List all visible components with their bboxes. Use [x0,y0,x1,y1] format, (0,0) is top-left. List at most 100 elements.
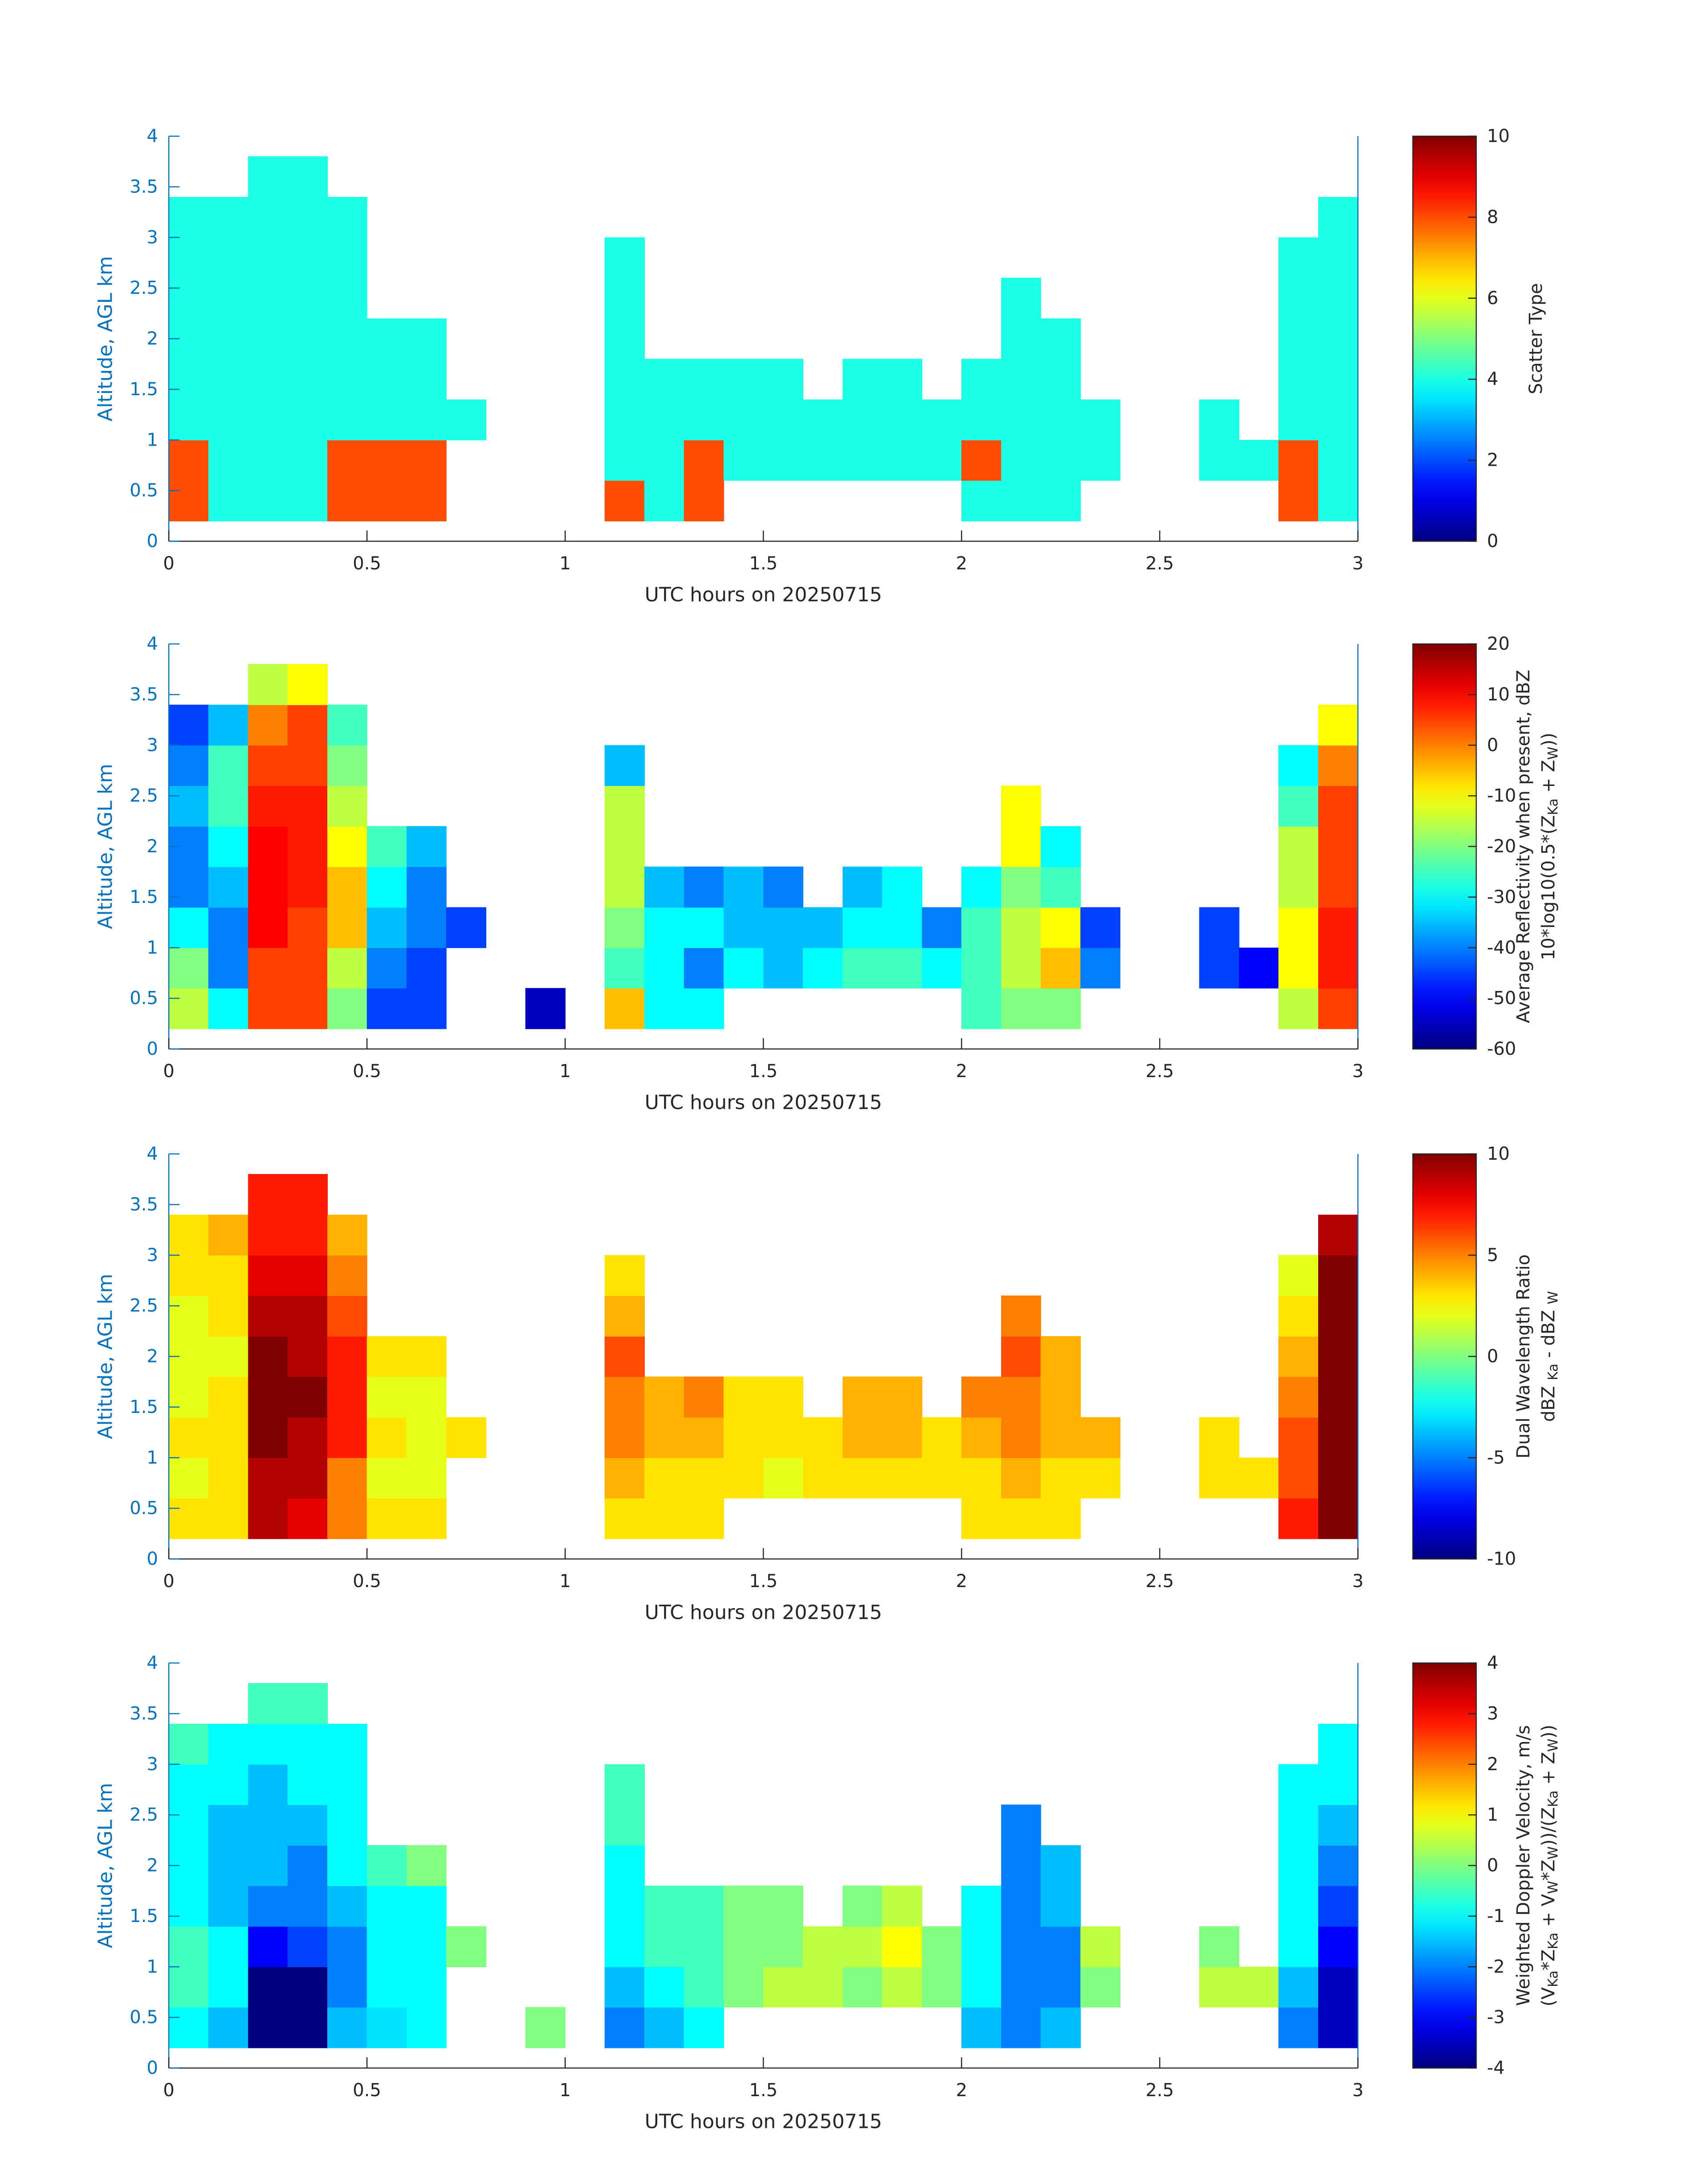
x-tick-label: 2 [956,553,967,574]
heatmap-cell [605,1805,645,1846]
heatmap-cell [605,907,645,949]
heatmap-cell [1040,1967,1081,2008]
colorbar-tick-label: -5 [1487,1447,1505,1468]
heatmap-cell [288,399,328,440]
heatmap-cell [1001,1417,1041,1458]
x-tick-label: 1 [560,1061,571,1082]
heatmap-cell [288,866,328,908]
heatmap-cell [288,1498,328,1539]
heatmap-cell [248,1498,288,1539]
heatmap-cell [882,359,923,400]
heatmap-cell [327,948,367,989]
colorbar-label: Scatter Type [1526,283,1546,394]
colorbar-tick-label: 1 [1487,1805,1498,1825]
heatmap-cell [803,1458,843,1499]
heatmap-cell [208,359,249,400]
heatmap-cell [208,1458,249,1499]
heatmap-cell [684,480,724,522]
heatmap-cell [1199,399,1240,440]
heatmap-cell [842,948,883,989]
heatmap-cell [684,1417,724,1458]
heatmap-cell [406,359,447,400]
x-tick-label: 0.5 [353,553,381,574]
heatmap-cell [327,318,367,359]
heatmap-cell [248,988,288,1029]
heatmap-cell [961,1967,1002,2008]
heatmap-cell [1318,907,1358,949]
heatmap-cell [406,399,447,440]
colorbar [1412,643,1477,1050]
heatmap-cell [684,1926,724,1967]
x-axis-label: UTC hours on 20250715 [645,1091,882,1114]
heatmap-cell [1278,480,1319,522]
heatmap-cell [288,664,328,705]
colorbar-tick-label: 4 [1487,1653,1498,1673]
x-tick-label: 0 [163,1571,174,1592]
heatmap-cell [367,866,407,908]
heatmap-cell [327,1376,367,1418]
heatmap-cell [1080,948,1121,989]
heatmap-cell [288,1376,328,1418]
y-tick-label: 1.5 [129,1906,158,1926]
heatmap-cell [1001,318,1041,359]
heatmap-cell [1318,359,1358,400]
heatmap-cell [803,1967,843,2008]
heatmap-cell [1318,1498,1358,1539]
heatmap-cell [367,318,407,359]
heatmap-cell [288,318,328,359]
heatmap-cell [644,440,685,481]
heatmap-cell [763,1376,804,1418]
heatmap-cell [882,1967,923,2008]
heatmap-cell [327,399,367,440]
y-axis-label: Altitude, AGL km [94,256,117,421]
heatmap-cell [723,1885,764,1927]
heatmap-cell [882,866,923,908]
heatmap-cell [1040,1336,1081,1377]
heatmap-cell [168,1417,209,1458]
heatmap-cell [605,826,645,867]
heatmap-cell [763,359,804,400]
heatmap-cell [605,1967,645,2008]
y-tick-label: 4 [147,634,158,654]
heatmap-cell [1318,1805,1358,1846]
heatmap-cell [208,480,249,522]
heatmap-cell [1278,359,1319,400]
heatmap-cell [723,1417,764,1458]
heatmap-cell [803,948,843,989]
heatmap-cell [288,1683,328,1724]
heatmap-cell [1318,1845,1358,1886]
heatmap-cell [882,1376,923,1418]
heatmap-cell [763,1417,804,1458]
colorbar-label-part: dBZ [1538,1380,1559,1422]
heatmap-cell [248,1764,288,1805]
y-tick-label: 3 [147,1245,158,1266]
heatmap-cell [1040,1458,1081,1499]
heatmap-cell [1318,1295,1358,1337]
y-tick-label: 3.5 [129,684,158,705]
heatmap-cell [248,1458,288,1499]
heatmap-cell [922,399,962,440]
heatmap-cell [208,196,249,238]
heatmap-cell [327,1967,367,2008]
heatmap-cell [288,2007,328,2048]
y-tick-label: 4 [147,126,158,146]
heatmap-cell [168,2007,209,2048]
heatmap-cell [367,1967,407,2008]
heatmap-cell [168,1805,209,1846]
heatmap-cell [1040,866,1081,908]
heatmap-cell [406,1845,447,1886]
heatmap-cell [406,318,447,359]
heatmap-cell [327,1926,367,1967]
colorbar-label-part: + Z [1538,1752,1559,1790]
heatmap-cell [763,440,804,481]
y-tick-label: 0 [147,1549,158,1569]
heatmap-cell [644,1498,685,1539]
heatmap-cell [723,866,764,908]
heatmap-cell [1001,1805,1041,1846]
heatmap-cell [327,359,367,400]
heatmap-cell [1040,907,1081,949]
heatmap-cell [644,480,685,522]
heatmap-cell [1001,907,1041,949]
heatmap-cell [1040,948,1081,989]
heatmap-cell [208,237,249,279]
